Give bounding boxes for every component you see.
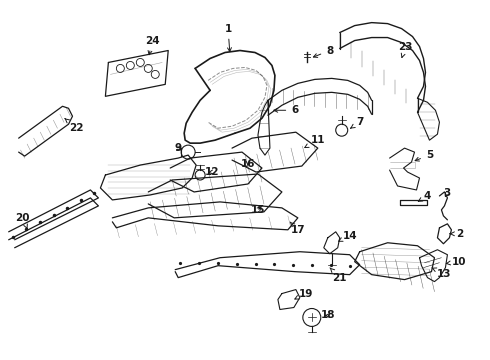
- Text: 19: 19: [295, 289, 313, 299]
- Text: 24: 24: [145, 36, 160, 55]
- Text: 1: 1: [224, 24, 232, 51]
- Text: 16: 16: [241, 159, 255, 169]
- Text: 13: 13: [432, 268, 452, 279]
- Text: 22: 22: [65, 118, 84, 133]
- Text: 11: 11: [305, 135, 325, 148]
- Text: 23: 23: [398, 41, 413, 58]
- Text: 12: 12: [205, 167, 220, 177]
- Text: 21: 21: [330, 268, 347, 283]
- Text: 15: 15: [251, 205, 265, 215]
- Text: 18: 18: [320, 310, 335, 320]
- Text: 9: 9: [174, 143, 182, 153]
- Text: 8: 8: [314, 45, 333, 57]
- Text: 2: 2: [450, 229, 463, 239]
- Text: 20: 20: [15, 213, 30, 229]
- Text: 17: 17: [290, 222, 305, 235]
- Text: 7: 7: [351, 117, 364, 128]
- Text: 14: 14: [339, 231, 357, 241]
- Text: 6: 6: [274, 105, 298, 115]
- Text: 3: 3: [444, 188, 451, 198]
- Text: 10: 10: [446, 257, 466, 267]
- Text: 4: 4: [418, 191, 431, 202]
- Text: 5: 5: [415, 150, 433, 161]
